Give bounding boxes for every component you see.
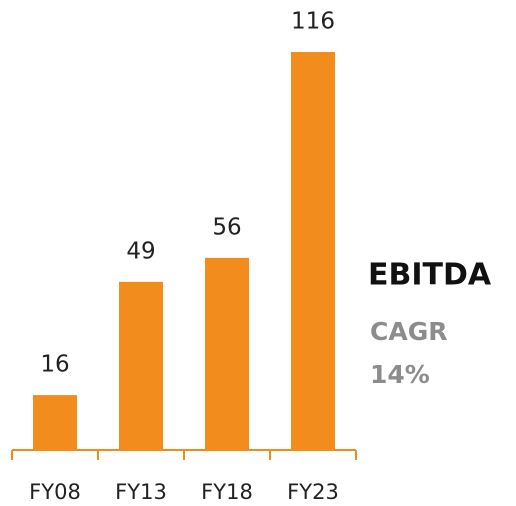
- value-label: 56: [212, 214, 241, 240]
- value-label: 49: [126, 238, 155, 264]
- cagr-value: 14%: [370, 360, 430, 389]
- bar: [119, 281, 163, 450]
- x-tick-label: FY08: [29, 480, 81, 504]
- value-label: 116: [291, 9, 335, 35]
- x-tick-label: FY13: [115, 480, 167, 504]
- x-tick-label: FY18: [201, 480, 253, 504]
- metric-label: EBITDA: [368, 258, 492, 293]
- bar: [291, 52, 335, 450]
- value-label: 16: [40, 352, 69, 378]
- x-tick-label: FY23: [287, 480, 339, 504]
- cagr-label: CAGR: [370, 317, 447, 346]
- bar: [33, 395, 77, 450]
- bar: [205, 257, 249, 450]
